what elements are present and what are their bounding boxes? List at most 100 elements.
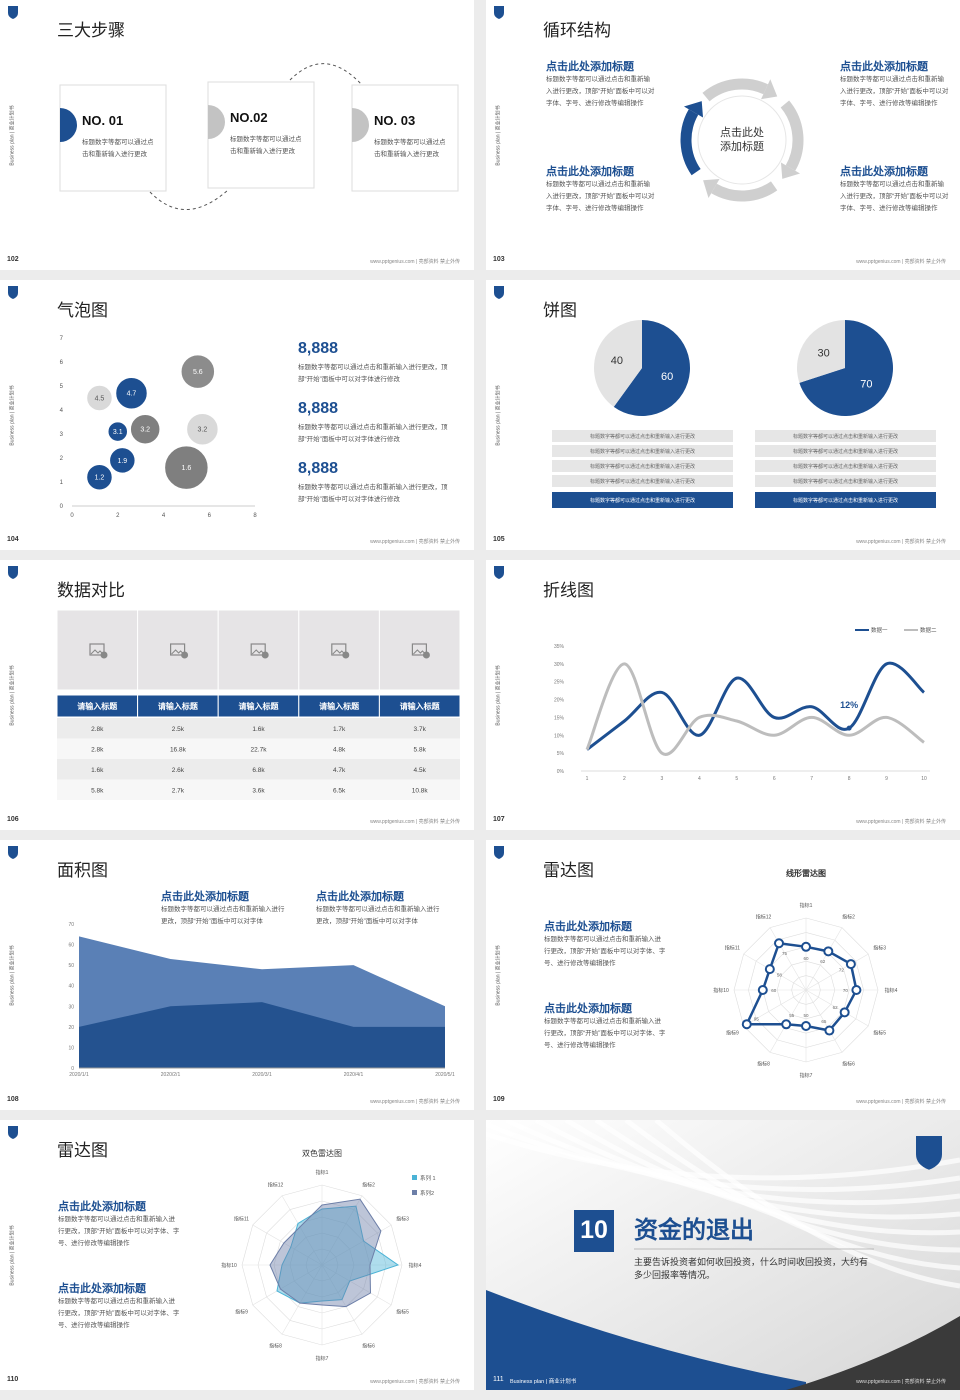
radar-marker — [845, 959, 856, 970]
stat-value: 8,888 — [298, 460, 339, 477]
image-placeholder — [137, 609, 219, 691]
legend-label: 数据一 — [871, 626, 888, 634]
page-number: 111 — [493, 1376, 504, 1383]
y-tick-label: 70 — [68, 922, 74, 928]
y-tick-label: 3 — [60, 432, 64, 438]
slide: Business plan | 商业计划书 103 www.pptgenius.co… — [486, 0, 960, 270]
bubble — [107, 420, 129, 443]
x-tick-label: 8 — [848, 776, 851, 782]
bubble — [180, 353, 216, 390]
value-label: 12% — [840, 700, 858, 710]
x-tick-label: 6 — [208, 513, 212, 519]
table-cell: 2.8k — [91, 726, 104, 733]
slide-title: 雷达图 — [57, 1141, 108, 1160]
y-tick-label: 60 — [68, 943, 74, 949]
bubble-label: 1.6 — [182, 465, 192, 472]
slide: 标题数字等都可以通过点击和重新输入进行更改 标题数字等都可以通过点击和重新输入进行… — [486, 280, 960, 550]
chart-title: 线形雷达图 — [786, 868, 826, 878]
footer: www.pptgenius.com | 亮部资料 禁止外传 — [856, 819, 946, 825]
area-series — [79, 1002, 445, 1068]
axis-label: 指标4 — [409, 1262, 422, 1269]
table-cell: 10.8k — [412, 788, 429, 795]
logo — [494, 566, 504, 579]
block-heading: 点击此处添加标题 — [161, 891, 249, 903]
value-label: 65 — [821, 1019, 827, 1024]
stat-text: 标题数字等都可以通过点击和重新输入进行更改，顶部“开始”面板中可以对字体进行修改 — [298, 484, 448, 503]
logo — [494, 846, 504, 859]
axis-label: 指标3 — [873, 945, 886, 952]
step-text: 标题数字等都可以通过点击和重新输入进行更改 — [82, 139, 154, 158]
pie-label: 30 — [818, 347, 830, 359]
axis-label: 指标10 — [713, 987, 729, 994]
stat-text: 标题数字等都可以通过点击和重新输入进行更改，顶部“开始”面板中可以对字体进行修改 — [298, 364, 448, 383]
bubble — [85, 384, 114, 412]
slide-title: 循环结构 — [543, 21, 611, 40]
value-label: 72 — [839, 968, 845, 973]
radar-marker — [764, 964, 775, 975]
slide-title: 折线图 — [543, 581, 594, 600]
footer: www.pptgenius.com | 亮部资料 禁止外传 — [370, 819, 460, 825]
side-label: Business plan | 商业计划书 — [495, 945, 502, 1006]
slide-title: 气泡图 — [57, 301, 108, 320]
line-series — [585, 662, 925, 756]
row-text: 标题数字等都可以通过点击和重新输入进行更改 — [590, 433, 695, 440]
table-cell: 4.5k — [414, 767, 427, 774]
stat-value: 8,888 — [298, 340, 339, 357]
step-text: 标题数字等都可以通过点击和重新输入进行更改 — [230, 136, 302, 155]
table-cell: 2.8k — [91, 747, 104, 754]
table-cell: 3.7k — [414, 726, 427, 733]
text-row — [552, 430, 733, 442]
radar-spoke — [321, 1264, 392, 1306]
footer: www.pptgenius.com | 亮部资料 禁止外传 — [370, 259, 460, 265]
x-tick-label: 4 — [162, 513, 166, 519]
table-cell: 4.7k — [333, 767, 346, 774]
pie-slice — [613, 320, 690, 416]
bubble-label: 3.2 — [198, 427, 208, 434]
side-label: Business plan | 商业计划书 — [9, 105, 16, 166]
axis-label: 指标8 — [269, 1343, 282, 1350]
swoosh-line — [486, 1121, 960, 1193]
table-cell: 1.7k — [333, 726, 346, 733]
radar-spoke — [805, 989, 843, 1053]
value-label: 60 — [771, 988, 777, 993]
slide: 双色雷达图 指标1 指标2 指标3 指标4 指标5 指标6 指标7 指标8 指标9 指标10 指标11… — [0, 1120, 474, 1390]
axis-label: 指标7 — [316, 1355, 329, 1362]
pie-label: 40 — [611, 355, 623, 367]
radar-spoke — [321, 1195, 363, 1266]
radar-marker — [823, 946, 834, 957]
table-cell: 5.8k — [91, 788, 104, 795]
section-number-box — [574, 1210, 614, 1252]
image-icon — [411, 643, 427, 656]
y-tick-label: 10% — [554, 733, 565, 739]
y-tick-label: 25% — [554, 680, 565, 686]
footer: www.pptgenius.com | 亮部资料 禁止外传 — [370, 1099, 460, 1105]
row-text: 标题数字等都可以通过点击和重新输入进行更改 — [590, 448, 695, 455]
radar-series — [276, 1205, 400, 1304]
logo — [8, 566, 18, 579]
step-marker — [352, 108, 369, 142]
radar-spoke — [743, 953, 807, 991]
block-heading: 点击此处添加标题 — [58, 1283, 146, 1295]
slide: 0 10 20 30 40 50 60 70 2020/1/1 2020/2/1 2020/3/1 2… — [0, 840, 474, 1110]
y-tick-label: 30 — [68, 1004, 74, 1010]
table-cell: 5.8k — [414, 747, 427, 754]
cycle-arrowhead — [761, 79, 778, 100]
value-label: 70 — [843, 988, 849, 993]
block-heading: 点击此处添加标题 — [58, 1201, 146, 1213]
row-text: 标题数字等都可以通过点击和重新输入进行更改 — [793, 463, 898, 470]
step-marker — [208, 105, 225, 139]
side-label: Business plan | 商业计划书 — [9, 665, 16, 726]
value-label: 55 — [789, 1013, 795, 1018]
block-heading: 点击此处添加标题 — [546, 166, 634, 178]
legend-label: 数据二 — [920, 626, 937, 634]
footer: www.pptgenius.com | 亮部资料 禁止外传 — [856, 1379, 946, 1385]
radar-spoke — [743, 989, 807, 1027]
image-icon-plus — [342, 651, 350, 659]
bubble-label: 4.7 — [127, 391, 137, 398]
block-heading: 点击此处添加标题 — [840, 166, 928, 178]
radar-marker — [801, 1021, 811, 1031]
axis-label: 指标7 — [800, 1072, 813, 1079]
axis-label: 指标1 — [800, 902, 813, 909]
table-row — [57, 738, 460, 759]
